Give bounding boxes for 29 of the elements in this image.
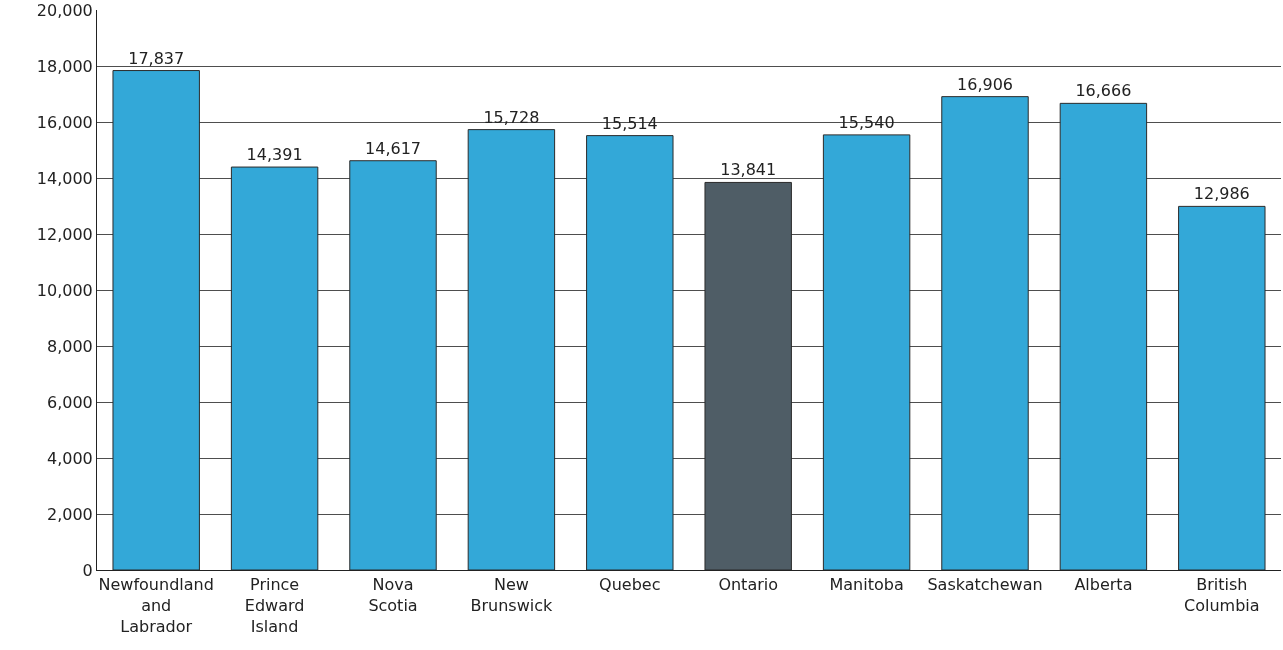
x-tick-label: Saskatchewan [927, 575, 1043, 595]
data-label: 17,837 [128, 48, 185, 68]
y-tick-label: 16,000 [36, 112, 93, 132]
y-tick-label: 20,000 [36, 0, 93, 20]
data-label: 16,906 [957, 74, 1013, 94]
data-label: 13,841 [720, 160, 777, 180]
x-tick-label: Newfoundland and Labrador [98, 575, 214, 636]
x-tick-label: Quebec [599, 575, 661, 595]
data-label: 14,617 [365, 138, 421, 158]
data-label: 16,666 [1075, 81, 1132, 101]
data-label: 14,391 [246, 145, 303, 165]
data-label: 12,986 [1193, 184, 1250, 204]
y-tick-label: 0 [82, 560, 93, 580]
x-tick-label: Alberta [1074, 575, 1133, 595]
x-tick-label: Ontario [718, 575, 779, 595]
y-tick-label: 14,000 [36, 168, 93, 188]
y-tick-label: 6,000 [46, 392, 93, 412]
data-label: 15,728 [483, 107, 540, 127]
y-tick-label: 8,000 [46, 336, 93, 356]
x-tick-label: Manitoba [829, 575, 904, 595]
y-tick-label: 18,000 [36, 56, 93, 76]
y-tick-label: 2,000 [46, 504, 93, 524]
x-tick-label: Nova Scotia [368, 575, 418, 615]
y-tick-label: 12,000 [36, 224, 93, 244]
x-tick-label: British Columbia [1184, 575, 1260, 615]
y-tick-label: 10,000 [36, 280, 93, 300]
x-tick-label: Prince Edward Island [244, 575, 305, 636]
y-tick-label: 4,000 [46, 448, 93, 468]
x-tick-label: New Brunswick [470, 575, 554, 615]
